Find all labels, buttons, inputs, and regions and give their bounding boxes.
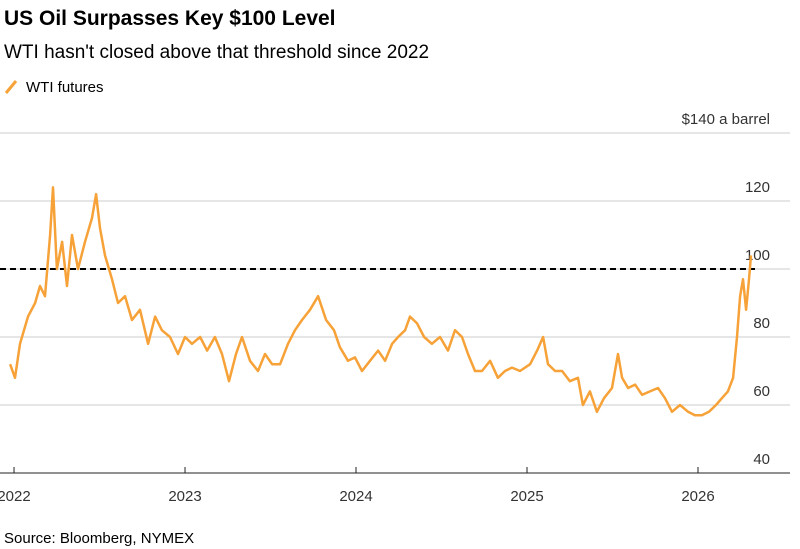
y-tick-label: $140 a barrel — [682, 111, 770, 128]
x-tick-label: 2023 — [168, 488, 201, 505]
data-line — [8, 186, 753, 417]
plot-area: 40 60 80 100 120 $140 a barrel 2022 2023 2024 202… — [0, 111, 790, 505]
y-tick-label: 100 — [745, 247, 770, 264]
x-tick-label: 2022 — [0, 488, 31, 505]
y-tick-label: 60 — [753, 383, 770, 400]
chart-subtitle: WTI hasn't closed above that threshold s… — [4, 42, 429, 63]
source-note: Source: Bloomberg, NYMEX — [4, 530, 194, 547]
y-tick-label: 120 — [745, 179, 770, 196]
x-tick-label: 2024 — [339, 488, 372, 505]
legend-swatch — [4, 80, 18, 94]
x-tick-label: 2025 — [510, 488, 543, 505]
x-tick-label: 2026 — [681, 488, 714, 505]
chart-title: US Oil Surpasses Key $100 Level — [4, 7, 336, 30]
y-tick-label: 40 — [753, 451, 770, 468]
y-tick-label: 80 — [753, 315, 770, 332]
legend-label: WTI futures — [26, 79, 104, 96]
